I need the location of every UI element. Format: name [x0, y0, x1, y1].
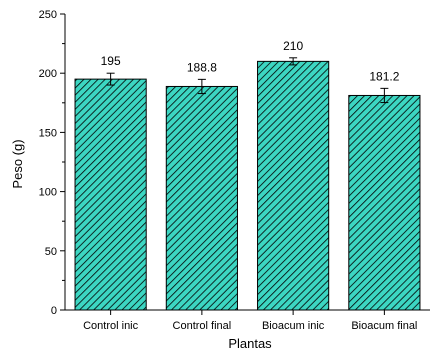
- data-label: 181.2: [369, 69, 399, 83]
- y-tick-label: 250: [39, 9, 57, 21]
- plot-area: 0 50 100 150 200 250 195 Control inic 188.8 Contr…: [39, 9, 430, 332]
- bar: [257, 60, 330, 311]
- x-axis-title: Plantas: [228, 336, 272, 351]
- y-tick-label: 200: [39, 68, 57, 80]
- y-axis-title: Peso (g): [10, 139, 25, 188]
- data-label: 195: [101, 54, 121, 68]
- x-tick-label: Control final: [173, 320, 232, 332]
- y-tick-label: 0: [51, 305, 57, 317]
- y-tick-label: 100: [39, 187, 57, 199]
- y-tick-label: 50: [45, 246, 57, 258]
- x-tick-label: Bioacum inic: [262, 320, 325, 332]
- x-tick-label: Bioacum final: [351, 320, 417, 332]
- y-tick-label: 150: [39, 127, 57, 139]
- x-tick-label: Control inic: [83, 320, 139, 332]
- bar: [348, 94, 421, 311]
- bar: [165, 85, 238, 311]
- data-label: 210: [283, 39, 303, 53]
- data-label: 188.8: [187, 60, 217, 74]
- bar: [74, 78, 147, 311]
